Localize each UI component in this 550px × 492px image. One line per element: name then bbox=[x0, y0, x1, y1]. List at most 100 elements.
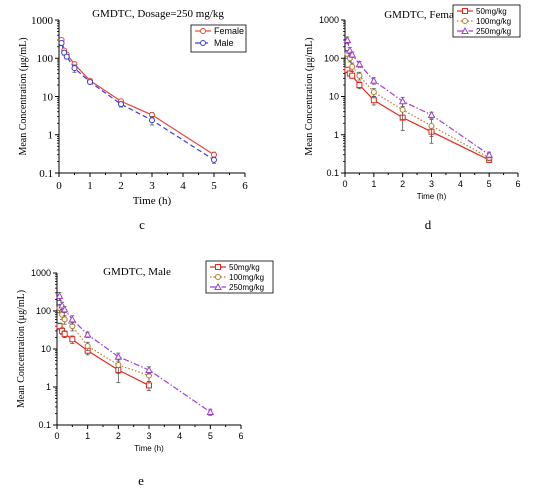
data-point bbox=[200, 40, 206, 46]
data-point bbox=[114, 352, 123, 360]
series-line bbox=[60, 42, 215, 161]
data-point bbox=[427, 110, 436, 118]
x-tick-label: 0 bbox=[56, 180, 62, 192]
panel-label: c bbox=[139, 217, 145, 232]
data-point bbox=[369, 76, 378, 84]
legend-label: 50mg/kg bbox=[229, 263, 260, 272]
data-point bbox=[61, 330, 68, 337]
x-tick-label: 6 bbox=[242, 180, 248, 192]
legend-label: Male bbox=[214, 38, 234, 48]
x-tick-label: 1 bbox=[85, 431, 90, 441]
data-point bbox=[356, 72, 363, 79]
chart-panel-e: 0 1 2 3 4 5 6 0.1 1 10 100 1000 Time (h) Mean Concent… bbox=[16, 260, 274, 488]
x-tick-label: 2 bbox=[400, 179, 405, 189]
series-50mg-kg bbox=[344, 66, 493, 163]
data-point bbox=[343, 35, 352, 44]
chart-title: GMDTC, Female bbox=[384, 9, 462, 21]
data-point bbox=[61, 316, 68, 323]
data-point bbox=[149, 117, 155, 124]
data-point bbox=[349, 72, 356, 79]
y-tick-label: 100 bbox=[37, 53, 54, 65]
data-point bbox=[58, 40, 65, 47]
data-point bbox=[145, 365, 153, 374]
x-tick-label: 4 bbox=[180, 180, 186, 192]
y-tick-label: 1 bbox=[46, 382, 51, 392]
x-tick-label: 5 bbox=[208, 431, 213, 441]
y-tick-label: 0.1 bbox=[39, 168, 53, 180]
y-tick-label: 100 bbox=[324, 53, 339, 63]
data-point bbox=[348, 50, 357, 58]
y-tick-label: 100 bbox=[36, 306, 51, 316]
y-axis-label: Mean Concentration (μg/mL) bbox=[304, 37, 315, 155]
legend-label: 100mg/kg bbox=[229, 273, 264, 282]
data-point bbox=[146, 382, 152, 389]
data-point bbox=[345, 46, 354, 54]
x-tick-label: 3 bbox=[149, 180, 155, 192]
x-tick-label: 6 bbox=[515, 179, 520, 189]
x-tick-label: 5 bbox=[211, 180, 217, 192]
series-line bbox=[346, 53, 490, 159]
data-point bbox=[462, 18, 468, 24]
data-point bbox=[87, 78, 93, 85]
x-tick-label: 3 bbox=[146, 431, 151, 441]
data-point bbox=[399, 106, 406, 113]
y-tick-label: 10 bbox=[41, 344, 51, 354]
y-tick-label: 10 bbox=[329, 92, 339, 102]
data-point bbox=[63, 53, 70, 60]
data-point bbox=[356, 81, 363, 88]
y-tick-label: 1 bbox=[334, 130, 339, 140]
data-point bbox=[355, 60, 364, 68]
series-250mg-kg bbox=[343, 35, 494, 159]
data-point bbox=[68, 315, 77, 323]
y-axis-label: Mean Concentration (μg/mL) bbox=[16, 290, 27, 408]
data-point bbox=[211, 156, 217, 163]
data-point bbox=[370, 89, 377, 96]
series-line bbox=[346, 69, 490, 161]
series-female bbox=[58, 37, 217, 159]
data-point bbox=[83, 330, 92, 338]
data-point bbox=[370, 97, 377, 104]
y-tick-label: 0.1 bbox=[326, 168, 339, 178]
x-tick-label: 2 bbox=[116, 431, 121, 441]
y-tick-label: 0.1 bbox=[38, 420, 51, 430]
x-tick-label: 5 bbox=[487, 179, 492, 189]
series-250mg-kg bbox=[55, 291, 215, 416]
series-100mg-kg bbox=[344, 50, 493, 162]
y-tick-label: 1000 bbox=[31, 15, 54, 27]
data-point bbox=[69, 336, 76, 343]
x-axis-label: Time (h) bbox=[133, 195, 172, 207]
legend: Female Male bbox=[190, 24, 247, 53]
x-tick-label: 3 bbox=[429, 179, 434, 189]
chart-title: GMDTC, Male bbox=[103, 266, 171, 278]
data-point bbox=[115, 361, 122, 368]
data-point bbox=[71, 65, 78, 72]
chart-title: GMDTC, Dosage=250 mg/kg bbox=[92, 8, 224, 20]
series-line bbox=[60, 39, 215, 156]
x-tick-label: 4 bbox=[458, 179, 463, 189]
chart-panel-c: 0 1 2 3 4 5 6 0.1 1 10 100 1000 Time (h) Mean Concent… bbox=[18, 8, 248, 232]
x-tick-label: 0 bbox=[54, 431, 59, 441]
y-tick-label: 1000 bbox=[31, 268, 51, 278]
x-tick-label: 4 bbox=[177, 431, 182, 441]
data-point bbox=[60, 305, 69, 313]
data-point bbox=[461, 26, 469, 34]
y-tick-label: 10 bbox=[42, 91, 54, 103]
data-point bbox=[215, 264, 221, 270]
legend-label: 250mg/kg bbox=[476, 27, 511, 36]
legend-box bbox=[190, 24, 247, 53]
chart-panel-d: 0 1 2 3 4 5 6 0.1 1 10 100 1000 Time (h) Mean Concent… bbox=[304, 4, 521, 232]
data-point bbox=[398, 97, 407, 105]
panel-label: e bbox=[138, 473, 144, 488]
x-tick-label: 2 bbox=[118, 180, 124, 192]
data-point bbox=[118, 101, 124, 108]
y-tick-label: 1000 bbox=[319, 15, 339, 25]
data-point bbox=[349, 63, 356, 70]
data-point bbox=[214, 282, 222, 290]
series-male bbox=[58, 40, 217, 164]
data-point bbox=[215, 274, 221, 280]
y-axis-label: Mean Concentration (μg/mL) bbox=[18, 37, 29, 155]
x-tick-label: 6 bbox=[238, 431, 243, 441]
series-line bbox=[346, 39, 490, 156]
